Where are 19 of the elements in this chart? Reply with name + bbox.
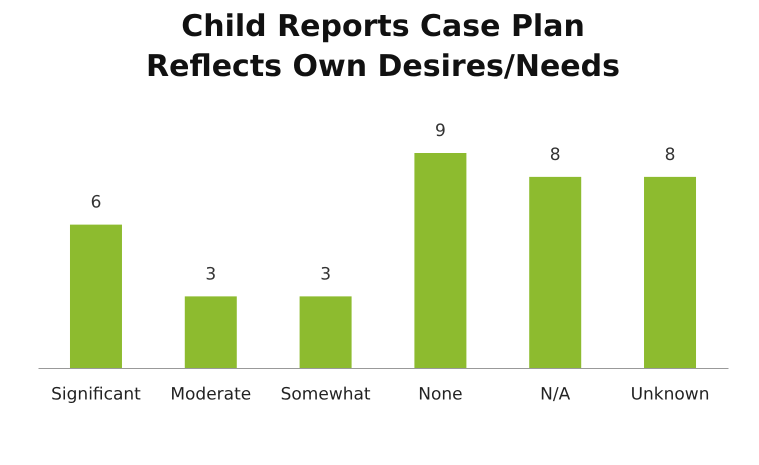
data-label: 8 <box>664 144 676 165</box>
data-label: 3 <box>205 264 216 284</box>
data-label: 3 <box>320 264 332 284</box>
data-label: 6 <box>90 192 102 213</box>
bar <box>300 296 352 368</box>
x-tick-label: Significant <box>51 384 142 404</box>
bar <box>414 153 466 368</box>
x-tick-label: None <box>418 384 463 404</box>
chart-title: Child Reports Case Plan Reflects Own Desires/Needs <box>146 9 620 84</box>
bar <box>70 224 122 368</box>
data-label: 8 <box>550 144 561 165</box>
x-tick-label: Unknown <box>630 384 710 404</box>
bar <box>644 176 696 368</box>
x-tick-label: Somewhat <box>280 384 371 404</box>
x-tick-label: Moderate <box>170 384 252 404</box>
bar <box>184 296 237 368</box>
data-label: 9 <box>434 121 446 141</box>
bar <box>529 176 582 368</box>
x-tick-label: N/A <box>540 384 571 404</box>
